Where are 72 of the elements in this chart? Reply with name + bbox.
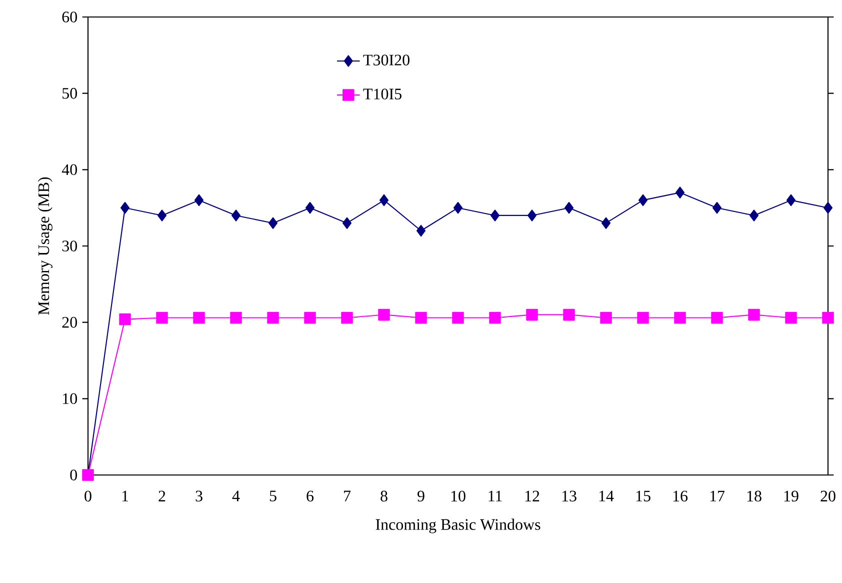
y-tick-label: 50 [62,88,77,99]
point [490,210,500,222]
point [748,308,760,321]
x-tick-label: 8 [380,490,388,502]
point [304,312,316,324]
point [638,194,648,206]
point [416,224,426,237]
point [600,312,612,324]
x-tick-label: 18 [747,490,762,502]
point [268,217,278,229]
y-axis-title: Memory Usage (MB) [38,177,52,315]
x-tick-label: 1 [122,490,128,502]
point [267,312,279,324]
point [453,202,463,214]
x-tick-label: 20 [820,490,836,502]
x-tick-label: 13 [562,490,576,502]
x-axis-title: Incoming Basic Windows [376,518,540,534]
point [489,312,501,324]
y-tick-label: 20 [62,316,77,328]
x-tick-label: 11 [488,490,502,502]
point [452,312,464,324]
y-tick-label: 40 [62,164,77,176]
point [379,194,389,206]
x-tick-label: 12 [525,490,540,502]
point [342,217,352,229]
point [378,308,390,321]
x-tick-label: 2 [158,490,166,502]
x-tick-label: 15 [636,490,650,502]
point [675,186,685,198]
point [230,312,242,324]
x-tick-label: 4 [232,490,240,502]
point [749,210,759,222]
point [305,202,315,214]
y-tick-label: 60 [62,12,77,22]
x-tick-label: 19 [784,490,798,502]
point [527,210,537,222]
x-tick-label: 0 [84,490,92,502]
y-tick-label: 30 [62,240,77,252]
x-tick-label: 9 [418,490,424,502]
point [637,312,649,324]
point [564,202,574,214]
point [563,308,575,321]
point [156,312,168,324]
point [341,312,353,324]
x-tick-label: 14 [599,490,614,502]
point [194,194,204,206]
point [526,308,538,321]
y-tick-label: 10 [63,393,77,404]
legend-label: T30I20 [363,54,410,66]
point [415,312,427,324]
point [231,210,241,222]
x-tick-label: 7 [344,490,351,502]
x-tick-label: 17 [710,490,725,502]
legend-label: T10I5 [363,88,402,100]
x-tick-label: 6 [306,490,314,502]
x-tick-label: 10 [451,490,466,502]
point [823,202,833,214]
point [601,217,611,229]
point [711,312,723,324]
point [193,312,205,324]
y-tick-label: 0 [70,470,77,480]
point [786,194,796,206]
x-tick-label: 5 [270,490,276,502]
point [120,202,130,214]
point [157,210,167,222]
point [119,313,131,326]
point [785,312,797,324]
point [712,202,722,214]
point [822,312,834,324]
x-tick-label: 16 [673,490,688,502]
point [674,312,686,324]
x-tick-label: 3 [196,490,202,502]
